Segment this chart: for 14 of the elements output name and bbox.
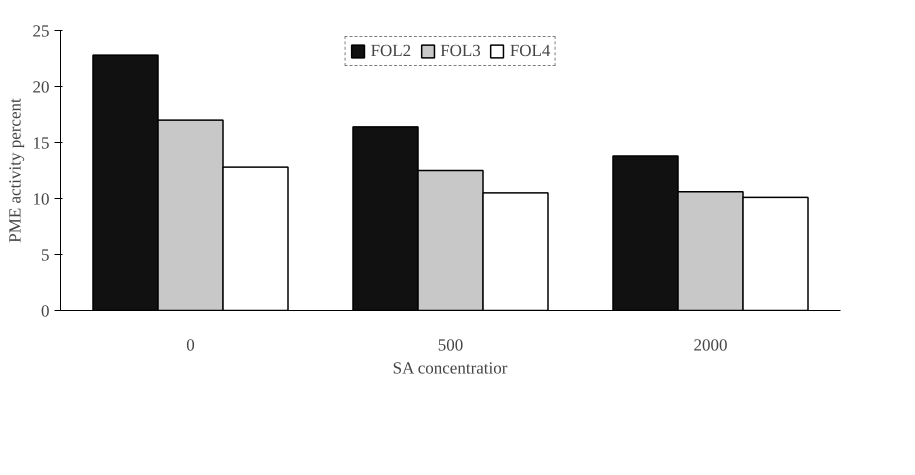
x-tick-label: 500 [438, 336, 464, 354]
x-tick-label: 2000 [694, 336, 728, 354]
legend-label: FOL3 [440, 41, 481, 61]
x-tick-label: 0 [186, 336, 195, 354]
y-tick-label: 25 [32, 22, 50, 40]
legend-label: FOL4 [510, 41, 550, 61]
y-tick-label: 20 [32, 78, 50, 96]
y-tick-label: 0 [41, 302, 50, 320]
y-tick-label: 10 [32, 190, 50, 208]
legend-label: FOL2 [370, 41, 412, 61]
x-axis-title: SA concentratior [392, 358, 508, 378]
y-tick-label: 15 [32, 134, 50, 152]
y-axis-title: PME activity percent [6, 98, 24, 243]
y-tick-label: 5 [41, 246, 50, 264]
